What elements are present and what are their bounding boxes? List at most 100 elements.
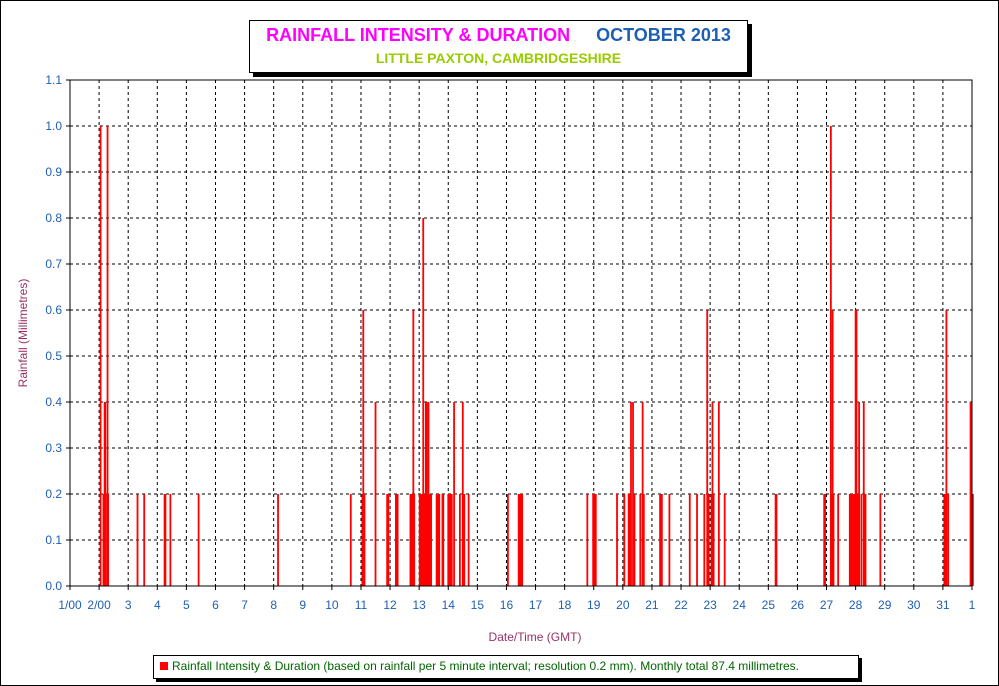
rainfall-bar: [363, 494, 366, 586]
chart-subtitle: LITTLE PAXTON, CAMBRIDGESHIRE: [375, 50, 622, 66]
x-tick-label: 5: [183, 598, 190, 612]
x-tick-label: 13: [412, 598, 426, 612]
rainfall-bar: [362, 310, 365, 586]
rainfall-bar: [197, 494, 200, 586]
x-tick-label: 26: [791, 598, 805, 612]
rainfall-bar: [467, 494, 470, 586]
rainfall-bar: [99, 126, 102, 586]
x-tick-label: 17: [529, 598, 543, 612]
x-tick-label: 8: [270, 598, 277, 612]
x-tick-label: 22: [674, 598, 688, 612]
x-tick-label: 6: [212, 598, 219, 612]
rainfall-bar: [411, 494, 414, 586]
grid-layer: [70, 80, 972, 586]
x-tick-label: 19: [587, 598, 601, 612]
legend: Rainfall Intensity & Duration (based on …: [153, 655, 859, 679]
rainfall-bar: [829, 126, 832, 586]
rainfall-bar: [668, 494, 671, 586]
rainfall-bar: [706, 310, 709, 586]
rainfall-bar: [521, 494, 524, 586]
plot-border: [69, 79, 973, 587]
rainfall-bar: [879, 494, 882, 586]
rainfall-bar: [616, 494, 618, 586]
x-tick-label: 9: [299, 598, 306, 612]
y-tick-label: 0.9: [45, 165, 62, 179]
rainfall-bar: [412, 310, 415, 586]
legend-label: Rainfall Intensity & Duration (based on …: [172, 659, 799, 673]
rainfall-bar: [386, 494, 389, 586]
rainfall-bar: [396, 494, 399, 586]
rainfall-bar: [438, 494, 441, 586]
x-tick-label: 29: [878, 598, 892, 612]
chart-title-box: RAINFALL INTENSITY & DURATION OCTOBER 201…: [249, 20, 748, 73]
rainfall-bar: [430, 494, 432, 586]
x-tick-label: 21: [645, 598, 659, 612]
bar-layer: [99, 126, 974, 586]
rainfall-bar: [507, 494, 509, 586]
rainfall-bar: [450, 494, 453, 586]
rainfall-bar: [723, 494, 726, 586]
rainfall-bar: [374, 402, 377, 586]
rainfall-bar: [944, 494, 947, 586]
rainfall-bar: [717, 402, 720, 586]
rainfall-bar: [703, 494, 706, 586]
rainfall-bar: [169, 494, 172, 586]
rainfall-bar: [104, 494, 107, 586]
x-tick-label: 27: [820, 598, 834, 612]
rainfall-bar: [627, 494, 630, 586]
y-tick-label: 0.8: [45, 211, 62, 225]
rainfall-bar: [453, 402, 455, 586]
rainfall-bar: [688, 494, 691, 586]
y-axis-title: Rainfall (Millimetres): [16, 279, 30, 388]
rainfall-bar: [107, 494, 110, 586]
rainfall-bar: [422, 218, 425, 586]
y-tick-label: 0.4: [45, 395, 62, 409]
x-axis: 1/00 2/00 3 4 5 6 7 8 9 10 11 12 13 14 15 16 17 18 19 20 21 2…: [58, 586, 976, 612]
rainfall-bar: [623, 494, 626, 586]
rainfall-bar: [858, 402, 861, 586]
x-tick-label: 3: [125, 598, 132, 612]
rainfall-bar: [851, 494, 854, 586]
rainfall-bar: [106, 126, 109, 586]
rainfall-bar: [775, 494, 778, 586]
rainfall-bar: [463, 494, 466, 586]
y-tick-label: 0.2: [45, 487, 62, 501]
x-tick-label: 31: [936, 598, 950, 612]
rainfall-bar: [837, 494, 840, 586]
x-tick-label: 24: [733, 598, 747, 612]
title-line: RAINFALL INTENSITY & DURATION OCTOBER 201…: [250, 25, 747, 46]
x-tick-label: 11: [355, 598, 368, 612]
rainfall-bar: [864, 494, 867, 586]
x-tick-label: 18: [558, 598, 572, 612]
rainfall-bar: [413, 494, 416, 586]
rainfall-bar: [660, 494, 663, 586]
rainfall-bar: [707, 494, 710, 586]
rainfall-bar: [711, 402, 714, 586]
rainfall-bar: [824, 494, 826, 586]
chart-title: RAINFALL INTENSITY & DURATION: [266, 25, 571, 45]
rainfall-bar: [971, 494, 974, 586]
rainfall-bar: [136, 494, 139, 586]
rainfall-bar: [848, 494, 851, 586]
y-tick-label: 0.3: [45, 441, 62, 455]
x-tick-label: 12: [383, 598, 397, 612]
y-tick-label: 0.0: [45, 579, 62, 593]
y-tick-label: 0.7: [45, 257, 62, 271]
rainfall-bar: [277, 494, 279, 586]
y-tick-label: 1.1: [45, 73, 62, 87]
rainfall-bar: [594, 494, 597, 586]
x-tick-label: 15: [471, 598, 485, 612]
rainfall-bar: [586, 494, 589, 586]
rainfall-bar: [387, 494, 390, 586]
x-axis-title: Date/Time (GMT): [489, 630, 582, 644]
rainfall-bar: [639, 494, 642, 586]
rainfall-bar: [442, 494, 445, 586]
rainfall-bar: [712, 494, 715, 586]
y-tick-label: 0.1: [45, 533, 62, 547]
x-tick-label: 30: [907, 598, 921, 612]
rainfall-bar: [458, 494, 461, 586]
rainfall-bar: [632, 402, 634, 586]
x-tick-label: 2/00: [87, 598, 111, 612]
x-tick-label: 14: [442, 598, 456, 612]
x-tick-label: 7: [241, 598, 248, 612]
